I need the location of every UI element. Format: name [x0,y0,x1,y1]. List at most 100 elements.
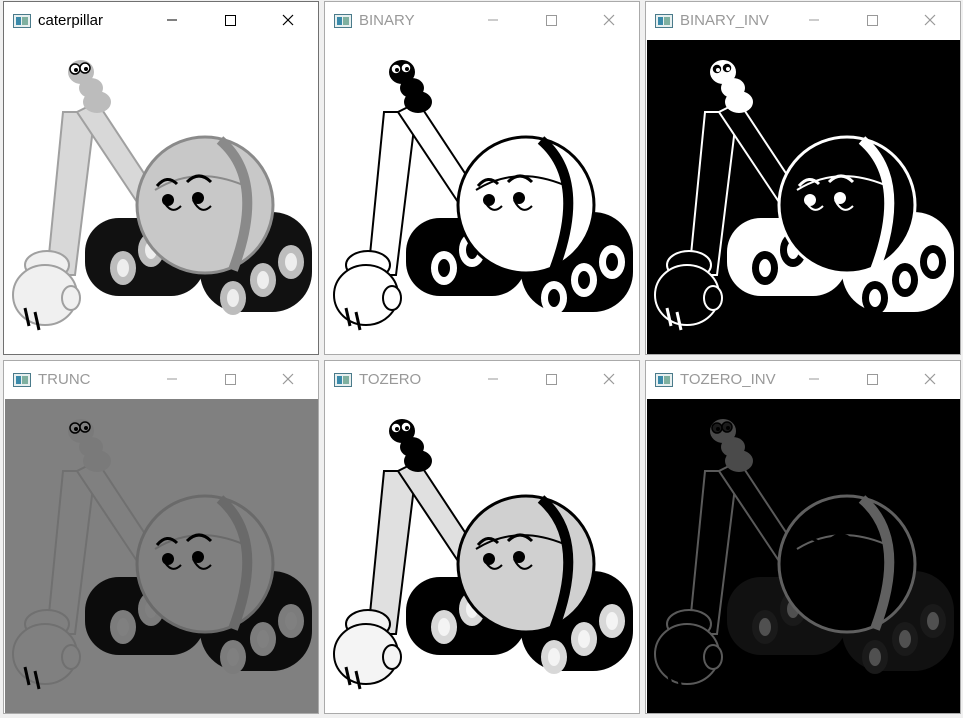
right-eyebrow [506,174,534,184]
maximize-icon[interactable] [220,369,240,389]
title-bar[interactable]: TOZERO [325,361,639,399]
robot-cheek [834,199,854,211]
track-hub [927,253,939,271]
minimize-icon[interactable] [162,10,182,30]
maximize-icon[interactable] [541,369,561,389]
track-hub [438,618,450,636]
robot-body [135,494,275,634]
close-icon[interactable] [278,369,298,389]
left-eyebrow [155,178,179,188]
tozero-inv-image [647,399,960,713]
window-title: BINARY_INV [680,12,769,29]
caterpillar-pupil [405,67,409,71]
track-hub [227,648,239,666]
maximize-icon[interactable] [862,10,882,30]
robot-cheek [513,558,533,570]
window-caterpillar[interactable]: caterpillar [3,1,319,355]
robot-eye [192,551,204,563]
track-hub [257,271,269,289]
track-hub [759,618,771,636]
track-hub [899,630,911,648]
window-tozero[interactable]: TOZERO [324,360,640,714]
maximize-icon[interactable] [220,10,240,30]
close-icon[interactable] [278,10,298,30]
title-bar[interactable]: BINARY [325,2,639,40]
track-hub [285,612,297,630]
track-hub [927,612,939,630]
app-icon [13,373,31,387]
tozero-image [326,399,639,713]
image-view [5,40,318,354]
close-icon[interactable] [920,10,940,30]
track-hub [548,289,560,307]
robot-finger-lines [665,307,683,331]
window-binary[interactable]: BINARY [324,1,640,355]
robot-body-shade [858,136,895,272]
robot-eye [834,192,846,204]
caterpillar-pupil [395,68,399,72]
left-eyebrow [797,537,821,547]
caterpillar-pupil [726,426,730,430]
caterpillar-pupil [716,427,720,431]
robot-cheek [483,558,503,570]
window-trunc[interactable]: TRUNC [3,360,319,714]
minimize-icon[interactable] [483,369,503,389]
robot-thumb [703,644,723,670]
window-tozero-inv[interactable]: TOZERO_INV [645,360,961,714]
title-bar[interactable]: BINARY_INV [646,2,960,40]
left-eyebrow [476,178,500,188]
robot-thumb [382,285,402,311]
right-eyebrow [506,533,534,543]
robot-finger-lines [23,666,41,690]
caterpillar-pupil [726,67,730,71]
robot-finger-lines [344,307,362,331]
robot-cheek [162,199,182,211]
app-icon [655,373,673,387]
minimize-icon[interactable] [804,369,824,389]
window-title: TOZERO_INV [680,371,776,388]
track-hub [606,253,618,271]
minimize-icon[interactable] [804,10,824,30]
title-bar[interactable]: TRUNC [4,361,318,399]
robot-eye [513,551,525,563]
robot-body [777,135,917,275]
track-hub [227,289,239,307]
minimize-icon[interactable] [162,369,182,389]
minimize-icon[interactable] [483,10,503,30]
caterpillar-image [5,40,318,354]
window-title: TOZERO [359,371,422,388]
close-icon[interactable] [920,369,940,389]
robot-thumb [382,644,402,670]
caterpillar-pupil [74,68,78,72]
robot-finger-lines [344,666,362,690]
caterpillar-pupil [716,68,720,72]
robot-body [456,135,596,275]
window-binary-inv[interactable]: BINARY_INV [645,1,961,355]
image-view [647,399,960,713]
window-title: BINARY [359,12,415,29]
robot-thumb [703,285,723,311]
track-hub [869,648,881,666]
caterpillar-pupil [395,427,399,431]
close-icon[interactable] [599,10,619,30]
app-icon [334,373,352,387]
robot-body [777,494,917,634]
binary-image [326,40,639,354]
binary-inv-image [647,40,960,354]
title-bar[interactable]: TOZERO_INV [646,361,960,399]
right-eyebrow [827,174,855,184]
close-icon[interactable] [599,369,619,389]
image-view [647,40,960,354]
track-hub [548,648,560,666]
robot-body-shade [858,495,895,631]
robot-cheek [192,199,212,211]
title-bar[interactable]: caterpillar [4,2,318,40]
robot-finger-lines [23,307,41,331]
robot-cheek [513,199,533,211]
maximize-icon[interactable] [541,10,561,30]
caterpillar-pupil [84,67,88,71]
maximize-icon[interactable] [862,369,882,389]
track-hub [899,271,911,289]
robot-body-shade [216,136,253,272]
